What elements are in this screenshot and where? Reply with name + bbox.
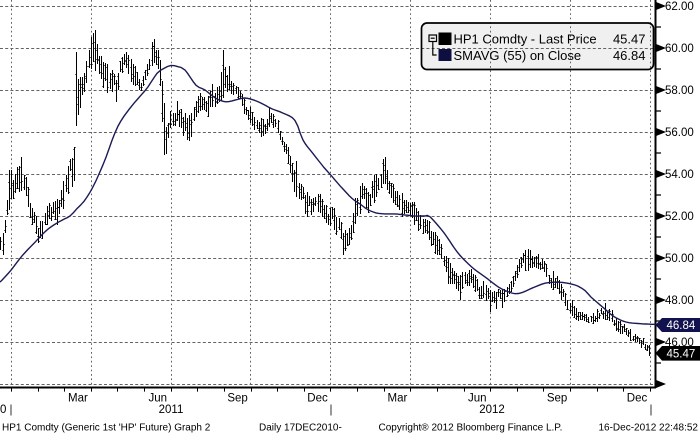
svg-text:16-Dec-2012 22:48:52: 16-Dec-2012 22:48:52 bbox=[598, 423, 698, 434]
svg-text:Mar: Mar bbox=[68, 393, 88, 405]
svg-text:60.00: 60.00 bbox=[665, 43, 694, 55]
svg-text:46.84: 46.84 bbox=[667, 320, 696, 332]
svg-text:48.00: 48.00 bbox=[665, 295, 694, 307]
svg-text:HP1 Comdty - Last Price: HP1 Comdty - Last Price bbox=[454, 32, 597, 47]
svg-text:Jun: Jun bbox=[149, 393, 168, 405]
svg-text:45.47: 45.47 bbox=[667, 349, 696, 361]
svg-text:62.00: 62.00 bbox=[665, 1, 694, 13]
svg-text:Dec: Dec bbox=[307, 393, 328, 405]
svg-text:2011: 2011 bbox=[159, 404, 184, 416]
svg-text:Mar: Mar bbox=[387, 393, 407, 405]
svg-text:54.00: 54.00 bbox=[665, 169, 694, 181]
svg-text:46.84: 46.84 bbox=[613, 48, 646, 63]
svg-text:50.00: 50.00 bbox=[665, 253, 694, 265]
svg-text:0: 0 bbox=[0, 404, 6, 416]
svg-text:52.00: 52.00 bbox=[665, 211, 694, 223]
svg-text:2012: 2012 bbox=[479, 404, 505, 416]
svg-text:Copyright® 2012 Bloomberg Fina: Copyright® 2012 Bloomberg Finance L.P. bbox=[379, 423, 563, 434]
svg-text:Sep: Sep bbox=[227, 393, 247, 405]
svg-text:Dec: Dec bbox=[627, 393, 648, 405]
svg-text:56.00: 56.00 bbox=[665, 127, 694, 139]
svg-text:SMAVG (55) on Close: SMAVG (55) on Close bbox=[454, 48, 582, 63]
svg-text:Daily 17DEC2010-: Daily 17DEC2010- bbox=[259, 423, 342, 434]
svg-text:58.00: 58.00 bbox=[665, 85, 694, 97]
svg-text:HP1 Comdty (Generic 1st 'HP' F: HP1 Comdty (Generic 1st 'HP' Future) Gra… bbox=[2, 423, 211, 434]
svg-text:Jun: Jun bbox=[468, 393, 487, 405]
svg-text:45.47: 45.47 bbox=[613, 32, 646, 47]
svg-text:Sep: Sep bbox=[547, 393, 567, 405]
